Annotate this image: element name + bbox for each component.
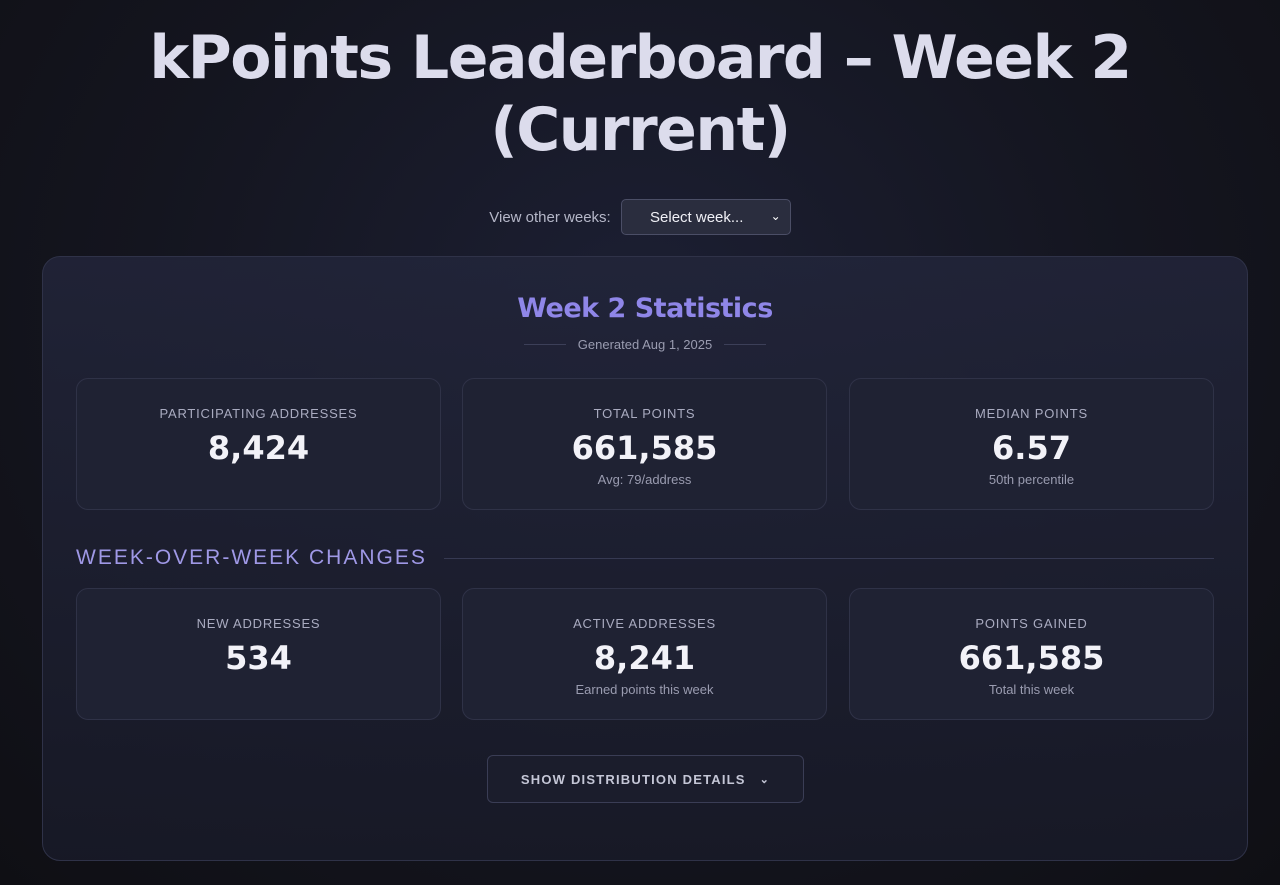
stats-panel: Week 2 Statistics Generated Aug 1, 2025 … [42,256,1248,861]
week-select-label: View other weeks: [489,208,611,226]
stat-card-sub: Avg: 79/address [597,472,692,487]
stat-card-label: MEDIAN POINTS [975,406,1088,421]
page-title-line-1: kPoints Leaderboard – Week 2 [149,23,1132,93]
week-select-value: Select week... [650,208,744,226]
page-title: kPoints Leaderboard – Week 2 (Current) [0,22,1280,166]
stat-card-label: PARTICIPATING ADDRESSES [159,406,358,421]
change-card-label: ACTIVE ADDRESSES [573,616,716,631]
stat-card-participating-addresses: PARTICIPATING ADDRESSES 8,424 [76,378,441,510]
change-card-sub: Earned points this week [575,682,714,697]
chevron-down-icon: ⌄ [770,209,781,223]
stat-card-total-points: TOTAL POINTS 661,585 Avg: 79/address [462,378,827,510]
stat-card-value: 661,585 [571,429,718,467]
generated-date: Generated Aug 1, 2025 [577,337,713,352]
change-card-active-addresses: ACTIVE ADDRESSES 8,241 Earned points thi… [462,588,827,720]
page-title-line-2: (Current) [490,95,791,165]
change-card-value: 8,241 [593,639,696,677]
divider [444,558,1214,559]
stat-card-value: 8,424 [207,429,310,467]
change-card-sub: Total this week [988,682,1075,697]
change-card-label: NEW ADDRESSES [196,616,321,631]
divider [523,344,566,345]
change-card-value: 661,585 [958,639,1105,677]
stat-card-label: TOTAL POINTS [593,406,696,421]
change-card-value: 534 [225,639,292,677]
change-card-label: POINTS GAINED [975,616,1088,631]
show-distribution-button[interactable]: SHOW DISTRIBUTION DETAILS ⌄ [487,755,804,803]
show-distribution-label: SHOW DISTRIBUTION DETAILS [520,771,746,787]
stats-title: Week 2 Statistics [517,293,773,324]
generated-row: Generated Aug 1, 2025 [43,337,1247,352]
chevron-down-icon: ⌄ [759,773,771,786]
stat-card-sub: 50th percentile [988,472,1075,487]
week-selector: View other weeks: Select week... ⌄ [0,199,1280,235]
stat-card-value: 6.57 [992,429,1071,467]
section-heading-changes: WEEK-OVER-WEEK CHANGES [76,546,427,569]
divider [724,344,767,345]
stat-card-median-points: MEDIAN POINTS 6.57 50th percentile [849,378,1214,510]
week-select-dropdown[interactable]: Select week... ⌄ [620,199,791,235]
change-card-points-gained: POINTS GAINED 661,585 Total this week [849,588,1214,720]
change-card-new-addresses: NEW ADDRESSES 534 [76,588,441,720]
